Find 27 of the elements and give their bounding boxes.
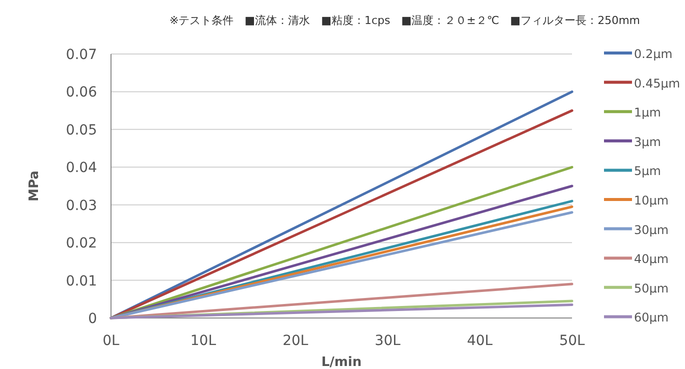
y-tick-label: 0.07 <box>66 47 97 63</box>
y-tick-label: 0.03 <box>66 198 97 214</box>
text: ※テスト条件 ■流体：清水 ■粘度：1cps ■温度：２０±２℃ ■フィルター長：250mm <box>169 14 640 27</box>
y-tick-label: 0 <box>88 311 97 327</box>
legend-label: 10μm <box>634 194 669 208</box>
legend-label: 40μm <box>634 252 669 266</box>
y-tick-label: 0.01 <box>66 273 97 290</box>
legend-label: 60μm <box>634 310 669 325</box>
x-tick-label: 10L <box>190 333 216 349</box>
x-tick-label: 40L <box>466 333 493 349</box>
legend-label: 0.45μm <box>634 76 680 90</box>
x-tick-label: 20L <box>282 333 308 349</box>
x-tick-label: 0L <box>102 333 120 349</box>
legend-label: 1μm <box>634 106 661 120</box>
x-axis-title: L/min <box>321 355 362 369</box>
legend-label: 0.2μm <box>634 47 672 61</box>
x-tick-label: 30L <box>374 333 401 349</box>
legend-label: 30μm <box>634 222 669 237</box>
x-tick-label: 50L <box>559 333 585 349</box>
legend-label: 5μm <box>634 164 661 178</box>
y-tick-label: 0.05 <box>66 122 97 138</box>
y-axis-title: MPa <box>27 170 42 202</box>
legend-label: 3μm <box>634 134 661 149</box>
y-tick-label: 0.04 <box>66 160 98 176</box>
y-tick-label: 0.06 <box>66 84 98 101</box>
legend-label: 50μm <box>634 281 669 296</box>
y-tick-label: 0.02 <box>66 236 97 252</box>
